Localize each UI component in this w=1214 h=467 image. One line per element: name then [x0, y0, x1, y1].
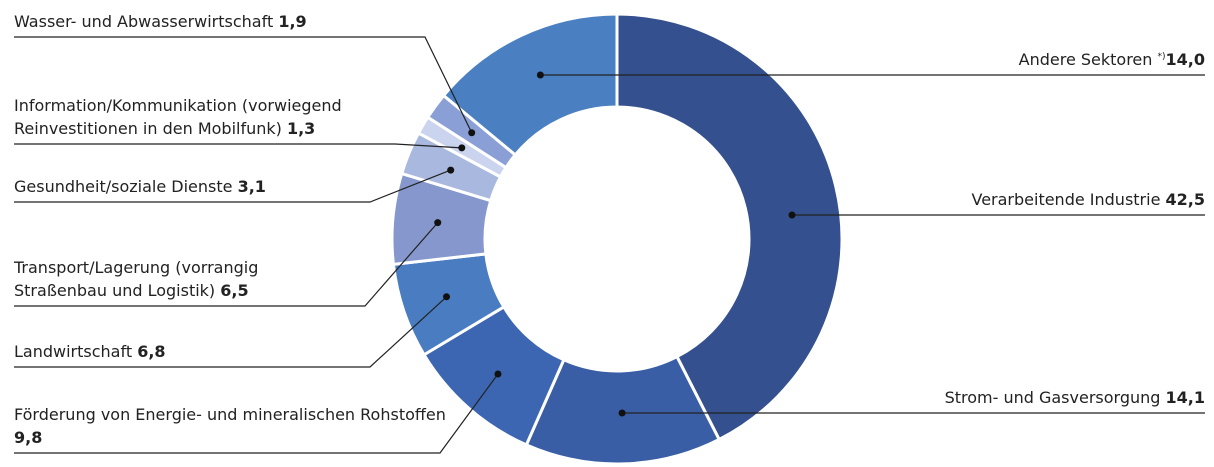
value-label: 1,9 — [278, 12, 307, 31]
leader-dot — [618, 409, 626, 417]
segment-label: Förderung von Energie- und mineralischen… — [14, 403, 464, 449]
category-name: Verarbeitende Industrie — [971, 190, 1161, 209]
segment-label: Wasser- und Abwasserwirtschaft 1,9 — [14, 10, 434, 33]
leader-dot — [434, 219, 442, 227]
segment-label: Andere Sektoren *)14,0 — [1019, 46, 1205, 71]
segment-label: Strom- und Gasversorgung 14,1 — [945, 386, 1205, 409]
leader-line — [14, 36, 473, 134]
category-name: Gesundheit/soziale Dienste — [14, 177, 233, 196]
category-name: Förderung von Energie- und mineralischen… — [14, 405, 446, 424]
value-label: 14,1 — [1165, 388, 1205, 407]
value-label: 6,8 — [137, 342, 166, 361]
segment-label: Information/Kommunikation (vorwiegend Re… — [14, 94, 344, 140]
leader-line — [14, 222, 439, 307]
segment-label: Gesundheit/soziale Dienste 3,1 — [14, 175, 344, 198]
segment-label: Verarbeitende Industrie 42,5 — [971, 188, 1205, 211]
category-name: Wasser- und Abwasserwirtschaft — [14, 12, 274, 31]
leader-dot — [458, 144, 466, 152]
category-name: Transport/Lagerung (vorrangig Straßenbau… — [14, 258, 259, 300]
category-name: Landwirtschaft — [14, 342, 133, 361]
leader-dot — [447, 166, 455, 174]
donut-segment — [441, 12, 619, 157]
value-label: 14,0 — [1165, 50, 1205, 69]
category-name: Information/Kommunikation (vorwiegend Re… — [14, 96, 342, 138]
leader-dot — [468, 129, 476, 137]
category-name: Andere Sektoren — [1018, 50, 1153, 69]
footnote-mark: *) — [1157, 52, 1166, 62]
leader-line — [14, 169, 451, 203]
segment-label: Transport/Lagerung (vorrangig Straßenbau… — [14, 256, 344, 302]
segment-label: Landwirtschaft 6,8 — [14, 340, 344, 363]
leader-line — [14, 296, 447, 368]
value-label: 3,1 — [237, 177, 266, 196]
leader-line — [14, 373, 499, 454]
leader-dot — [788, 211, 796, 219]
value-label: 9,8 — [14, 428, 43, 447]
leader-dot — [443, 293, 451, 301]
leader-dot — [536, 71, 544, 79]
leader-line — [14, 143, 462, 149]
value-label: 42,5 — [1165, 190, 1205, 209]
value-label: 1,3 — [286, 119, 316, 138]
value-label: 6,5 — [220, 281, 249, 300]
leader-dot — [494, 370, 502, 378]
category-name: Strom- und Gasversorgung — [944, 388, 1161, 407]
